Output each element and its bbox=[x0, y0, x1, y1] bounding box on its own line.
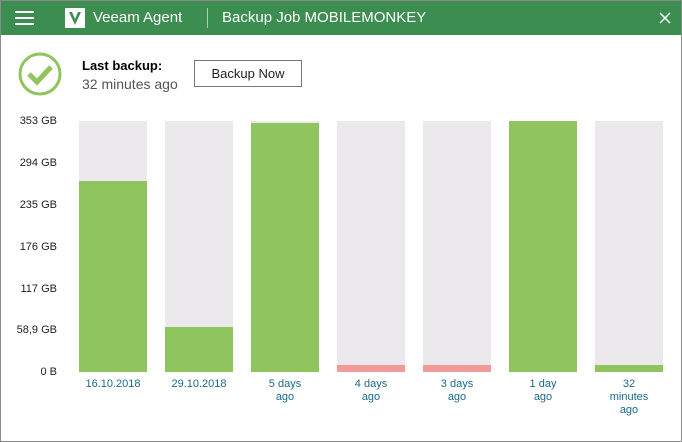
bar bbox=[165, 327, 233, 372]
x-tick-text: 4 days ago bbox=[354, 378, 388, 403]
y-tick-label: 353 GB bbox=[19, 115, 57, 127]
y-tick-label: 176 GB bbox=[19, 240, 57, 253]
bar bbox=[251, 123, 319, 372]
app-name: Veeam Agent bbox=[93, 9, 183, 26]
bar bbox=[79, 180, 147, 372]
backup-now-button[interactable]: Backup Now bbox=[194, 60, 302, 87]
bar bbox=[423, 364, 491, 372]
y-tick-label: 58,9 GB bbox=[16, 324, 57, 337]
bar-track bbox=[337, 121, 405, 372]
bar-track bbox=[595, 121, 663, 372]
x-tick-label: 3 days ago bbox=[423, 378, 491, 404]
menu-icon[interactable] bbox=[15, 10, 35, 26]
x-tick-text: 1 day ago bbox=[529, 378, 557, 403]
close-button[interactable] bbox=[659, 12, 671, 24]
x-tick-text: 16.10.2018 bbox=[85, 378, 141, 390]
x-tick-label: 29.10.2018 bbox=[165, 378, 233, 391]
x-tick-label: 5 days ago bbox=[251, 378, 319, 404]
success-icon bbox=[18, 52, 62, 96]
x-tick-label: 1 day ago bbox=[509, 378, 577, 404]
bar bbox=[337, 364, 405, 372]
separator bbox=[207, 8, 208, 28]
x-tick-text: 3 days ago bbox=[440, 378, 474, 403]
last-backup-label: Last backup: bbox=[82, 58, 163, 73]
last-backup-time: 32 minutes ago bbox=[82, 76, 178, 92]
x-tick-label: 32 minutes ago bbox=[595, 378, 663, 417]
job-title: Backup Job MOBILEMONKEY bbox=[222, 9, 427, 26]
y-tick-label: 294 GB bbox=[19, 156, 57, 169]
bar-track bbox=[423, 121, 491, 372]
x-tick-text: 5 days ago bbox=[268, 378, 302, 403]
x-tick-text: 32 minutes ago bbox=[609, 378, 649, 416]
bar bbox=[509, 121, 577, 372]
x-tick-text: 29.10.2018 bbox=[171, 378, 227, 390]
bar bbox=[595, 364, 663, 372]
veeam-logo bbox=[65, 8, 85, 28]
y-tick-label: 235 GB bbox=[19, 198, 57, 211]
y-tick-label: 117 GB bbox=[20, 282, 58, 295]
y-tick-label: 0 B bbox=[40, 366, 57, 378]
x-tick-label: 4 days ago bbox=[337, 378, 405, 404]
x-tick-label: 16.10.2018 bbox=[79, 378, 147, 391]
title-bar: Veeam Agent Backup Job MOBILEMONKEY bbox=[1, 1, 681, 35]
